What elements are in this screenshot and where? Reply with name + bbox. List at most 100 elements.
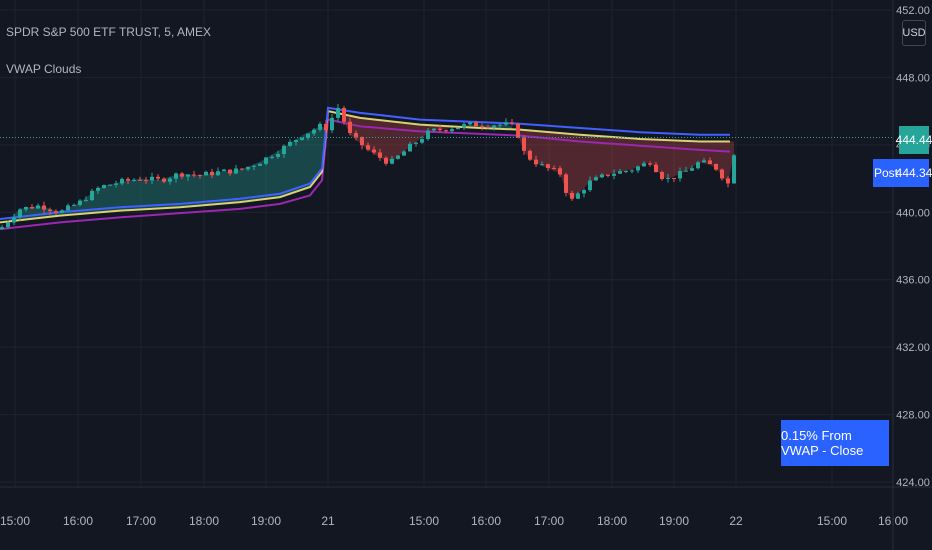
candle-body: [330, 117, 334, 131]
currency-button[interactable]: USD: [902, 20, 926, 46]
candle-body: [282, 145, 286, 154]
candle-body: [228, 169, 232, 174]
candle-body: [606, 174, 610, 176]
candle-body: [264, 157, 268, 164]
candle-body: [450, 129, 454, 132]
candle-body: [258, 163, 262, 166]
candle-body: [498, 124, 502, 126]
candle-body: [372, 149, 376, 153]
candle-body: [246, 166, 250, 170]
candle-body: [360, 136, 364, 146]
candle-body: [12, 217, 16, 223]
candle-body: [528, 150, 532, 160]
candle-body: [318, 123, 322, 130]
candle-body: [486, 126, 490, 128]
candle-body: [588, 180, 592, 191]
candle-body: [480, 126, 484, 128]
candle-body: [102, 185, 106, 188]
candle-body: [642, 163, 646, 167]
candle-body: [366, 145, 370, 150]
candle-body: [732, 155, 736, 184]
candle-body: [306, 133, 310, 138]
candle-body: [24, 206, 28, 210]
candle-body: [618, 171, 622, 174]
candle-body: [252, 165, 256, 167]
y-tick-label: 428.00: [896, 410, 930, 422]
symbol-title[interactable]: SPDR S&P 500 ETF TRUST, 5, AMEX: [6, 25, 211, 39]
candle-body: [474, 122, 478, 127]
x-tick-label: 16:00: [471, 514, 501, 528]
candle-body: [210, 171, 214, 176]
candle-body: [300, 137, 304, 140]
candle-body: [204, 171, 208, 176]
candle-body: [108, 184, 112, 186]
candle-body: [342, 108, 346, 122]
candle-body: [378, 152, 382, 158]
candle-layer: [0, 103, 736, 230]
candle-body: [132, 179, 136, 181]
candle-body: [90, 190, 94, 201]
candle-body: [156, 176, 160, 179]
candle-body: [552, 167, 556, 169]
candle-body: [42, 205, 46, 210]
candle-body: [150, 176, 154, 181]
candle-body: [630, 170, 634, 172]
candle-body: [0, 227, 4, 230]
candle-body: [270, 156, 274, 158]
x-tick-label: 18:00: [597, 514, 627, 528]
candle-body: [468, 122, 472, 125]
candle-body: [174, 173, 178, 179]
candle-body: [120, 178, 124, 184]
candle-body: [420, 139, 424, 143]
candle-body: [126, 178, 130, 181]
x-tick-label: 22: [729, 514, 743, 528]
candle-body: [336, 108, 340, 118]
indicator-label[interactable]: VWAP Clouds: [6, 62, 82, 76]
candle-body: [168, 178, 172, 182]
candle-body: [72, 204, 76, 206]
candle-body: [564, 174, 568, 193]
candle-body: [222, 169, 226, 172]
x-tick-label: 15:00: [409, 514, 439, 528]
candle-body: [558, 168, 562, 175]
bear-cloud: [518, 129, 734, 201]
candle-body: [276, 153, 280, 157]
candle-body: [348, 121, 352, 134]
candle-body: [540, 164, 544, 166]
post-price-tag: 444.34: [896, 159, 932, 187]
candle-body: [78, 200, 82, 205]
candle-body: [432, 128, 436, 131]
x-tick-label: 21: [321, 514, 335, 528]
candle-body: [522, 137, 526, 151]
candle-body: [534, 159, 538, 165]
y-tick-label: 452.00: [896, 5, 930, 17]
candle-body: [660, 172, 664, 179]
x-tick-label: 19:00: [251, 514, 281, 528]
candle-body: [426, 130, 430, 140]
candle-body: [654, 164, 658, 173]
candle-body: [138, 179, 142, 181]
candle-body: [678, 171, 682, 179]
candle-body: [702, 160, 706, 163]
candle-body: [666, 177, 670, 179]
candle-body: [408, 143, 412, 152]
candle-body: [696, 162, 700, 169]
candle-body: [684, 170, 688, 172]
x-tick-label: 17:00: [126, 514, 156, 528]
candle-body: [240, 168, 244, 170]
x-tick-label: 18:00: [189, 514, 219, 528]
candle-body: [690, 168, 694, 171]
candle-body: [438, 128, 442, 131]
candle-body: [648, 163, 652, 165]
candle-body: [144, 180, 148, 182]
candle-body: [180, 173, 184, 177]
x-tick-label: 17:00: [534, 514, 564, 528]
candle-body: [324, 123, 328, 131]
vwap-distance-label: 0.15% From VWAP - Close: [781, 420, 889, 466]
candle-body: [624, 171, 628, 173]
y-tick-label: 440.00: [896, 207, 930, 219]
candle-body: [66, 205, 70, 211]
candle-body: [594, 177, 598, 181]
candle-body: [504, 122, 508, 125]
